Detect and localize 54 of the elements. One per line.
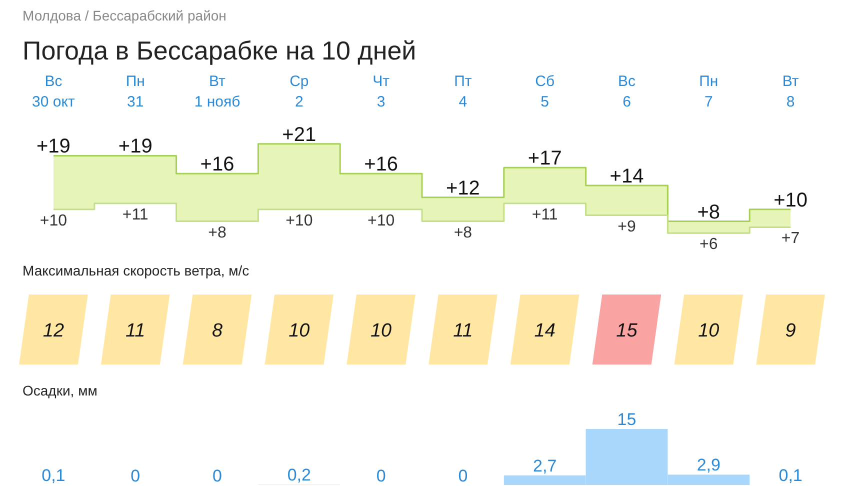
data-label: 0 — [212, 466, 222, 486]
data-label: +10 — [367, 212, 395, 230]
data-label: 15 — [617, 410, 636, 429]
x-tick-label: Пн 7 — [699, 73, 718, 110]
data-label: +8 — [208, 224, 226, 242]
chart-title: Погода в Бессарабке на 10 дней — [22, 36, 416, 66]
data-label: 2,9 — [696, 456, 720, 475]
x-tick-label: Вс 6 — [618, 73, 636, 110]
x-tick-label: Пт 4 — [454, 73, 472, 110]
data-label: +8 — [454, 224, 472, 242]
text: Максимальная скорость ветра, м/с — [22, 262, 250, 278]
x-tick-label: Вс 30 окт — [32, 73, 75, 110]
data-label: 11 — [453, 320, 473, 342]
data-label: 0 — [376, 466, 386, 486]
data-label: 10 — [698, 320, 720, 342]
data-label: +10 — [40, 212, 68, 230]
data-label: +6 — [700, 236, 718, 254]
data-label: +19 — [118, 136, 152, 158]
data-label: +12 — [446, 177, 480, 200]
chart-title: Осадки, мм — [22, 382, 98, 398]
data-label: +10 — [774, 189, 808, 212]
data-label: 10 — [288, 320, 310, 342]
data-label: 0,1 — [42, 466, 66, 486]
data-label: +9 — [618, 218, 636, 236]
data-label: 10 — [370, 320, 392, 342]
data-label: +21 — [282, 124, 316, 146]
data-label: +17 — [528, 148, 562, 170]
x-tick-label: Чт 3 — [372, 73, 390, 110]
data-label: 2,7 — [533, 456, 557, 476]
data-label: +14 — [610, 166, 644, 188]
data-label: 14 — [534, 320, 556, 342]
x-tick-label: Сб 5 — [535, 73, 555, 110]
data-label: 9 — [785, 320, 796, 342]
data-label: 8 — [212, 320, 223, 342]
data-label: +19 — [36, 136, 70, 158]
data-label: 0,1 — [778, 466, 802, 486]
x-tick-label: Пн 31 — [126, 73, 145, 110]
data-label: 0 — [458, 466, 468, 486]
data-label: 11 — [125, 320, 146, 342]
data-label: +16 — [200, 154, 234, 176]
x-tick-label: Ср 2 — [290, 73, 309, 110]
data-label: +7 — [781, 230, 800, 248]
chart-subtitle: Молдова / Бессарабский район — [22, 8, 226, 24]
x-tick-label: Вт 8 — [782, 73, 799, 110]
data-label: 12 — [42, 320, 64, 342]
data-label: +11 — [532, 206, 558, 224]
data-label: +8 — [697, 201, 720, 224]
data-label: 0 — [130, 466, 140, 486]
data-label: +16 — [364, 154, 398, 176]
data-label: 0,2 — [287, 466, 311, 485]
data-label: 15 — [616, 320, 638, 342]
data-label: +10 — [286, 212, 313, 230]
data-label: +11 — [122, 206, 148, 224]
x-tick-label: Вт 1 нояб — [194, 73, 240, 110]
